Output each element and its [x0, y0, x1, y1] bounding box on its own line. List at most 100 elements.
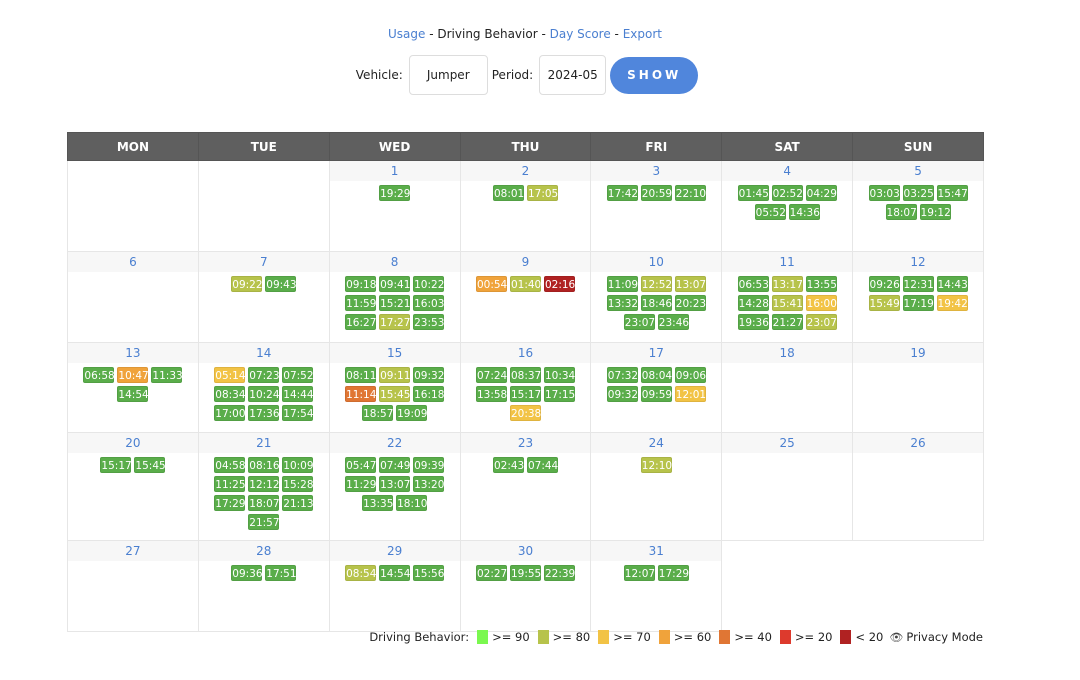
trip-badge[interactable]: 09:43: [265, 276, 297, 292]
trip-badge[interactable]: 04:58: [214, 457, 246, 473]
trip-badge[interactable]: 10:24: [248, 386, 280, 402]
trip-badge[interactable]: 18:07: [885, 204, 917, 220]
day-number[interactable]: 14: [198, 343, 329, 363]
trip-badge[interactable]: 16:27: [345, 314, 376, 330]
trip-badge[interactable]: 07:23: [248, 367, 280, 383]
calendar-day-cell[interactable]: 23 02:43 07:44: [459, 432, 592, 541]
day-number[interactable]: 17: [591, 343, 722, 363]
trip-badge[interactable]: 21:13: [282, 495, 314, 511]
trip-badge[interactable]: 16:03: [413, 295, 444, 311]
day-number[interactable]: 2: [460, 161, 591, 181]
trip-badge[interactable]: 23:07: [623, 314, 655, 330]
day-number[interactable]: 16: [460, 343, 591, 363]
day-number[interactable]: 19: [853, 343, 983, 363]
trip-badge[interactable]: 11:14: [345, 386, 376, 402]
trip-badge[interactable]: 07:44: [526, 457, 558, 473]
day-number[interactable]: 25: [722, 433, 853, 453]
trip-badge[interactable]: 11:59: [345, 295, 376, 311]
trip-badge[interactable]: 01:45: [737, 185, 769, 201]
trip-badge[interactable]: 19:42: [936, 295, 968, 311]
trip-badge[interactable]: 15:17: [100, 457, 132, 473]
trip-badge[interactable]: 08:04: [640, 367, 672, 383]
trip-badge[interactable]: 05:47: [345, 457, 376, 473]
day-number[interactable]: 7: [198, 252, 329, 272]
trip-badge[interactable]: 09:22: [231, 276, 263, 292]
trip-badge[interactable]: 04:29: [805, 185, 837, 201]
trip-badge[interactable]: 08:37: [509, 367, 541, 383]
calendar-day-cell[interactable]: 31 12:07 17:29: [590, 540, 723, 632]
trip-badge[interactable]: 12:31: [902, 276, 934, 292]
calendar-day-cell[interactable]: 9 00:54 01:40 02:16: [459, 251, 592, 343]
calendar-day-cell[interactable]: 4 01:45 02:52 04:29 05:52 14:36: [721, 160, 854, 252]
calendar-day-cell[interactable]: 16 07:24 08:37 10:34 13:58 15:17 17:15 20:38: [459, 342, 592, 433]
trip-badge[interactable]: 03:03: [868, 185, 900, 201]
trip-badge[interactable]: 06:53: [737, 276, 769, 292]
trip-badge[interactable]: 17:19: [902, 295, 934, 311]
trip-badge[interactable]: 08:01: [492, 185, 524, 201]
trip-badge[interactable]: 23:07: [805, 314, 837, 330]
trip-badge[interactable]: 05:14: [214, 367, 246, 383]
trip-badge[interactable]: 20:38: [509, 405, 541, 421]
usage-link[interactable]: Usage: [388, 27, 426, 41]
trip-badge[interactable]: 18:10: [396, 495, 427, 511]
calendar-day-cell[interactable]: 18: [721, 342, 854, 433]
day-number[interactable]: 31: [591, 541, 722, 561]
trip-badge[interactable]: 09:18: [345, 276, 376, 292]
trip-badge[interactable]: 08:11: [345, 367, 376, 383]
trip-badge[interactable]: 09:32: [413, 367, 444, 383]
day-number[interactable]: 23: [460, 433, 591, 453]
day-number[interactable]: 21: [198, 433, 329, 453]
trip-badge[interactable]: 14:36: [788, 204, 820, 220]
day-number[interactable]: 4: [722, 161, 853, 181]
trip-badge[interactable]: 16:00: [805, 295, 837, 311]
trip-badge[interactable]: 17:05: [526, 185, 558, 201]
trip-badge[interactable]: 23:53: [413, 314, 444, 330]
trip-badge[interactable]: 13:07: [379, 476, 410, 492]
trip-badge[interactable]: 09:39: [413, 457, 444, 473]
trip-badge[interactable]: 15:45: [134, 457, 166, 473]
trip-badge[interactable]: 17:51: [265, 565, 297, 581]
day-number[interactable]: 6: [68, 252, 198, 272]
trip-badge[interactable]: 17:15: [543, 386, 575, 402]
trip-badge[interactable]: 12:07: [623, 565, 655, 581]
calendar-day-cell[interactable]: 15 08:11 09:11 09:32 11:14 15:45 16:18 18:57 19:…: [328, 342, 461, 433]
day-number[interactable]: 13: [68, 343, 198, 363]
trip-badge[interactable]: 13:58: [475, 386, 507, 402]
day-number[interactable]: 22: [329, 433, 460, 453]
calendar-day-cell[interactable]: 19: [852, 342, 984, 433]
day-number[interactable]: 9: [460, 252, 591, 272]
trip-badge[interactable]: 19:12: [919, 204, 951, 220]
calendar-day-cell[interactable]: 24 12:10: [590, 432, 723, 541]
day-number[interactable]: 24: [591, 433, 722, 453]
trip-badge[interactable]: 09:36: [231, 565, 263, 581]
trip-badge[interactable]: 17:42: [606, 185, 638, 201]
trip-badge[interactable]: 09:11: [379, 367, 410, 383]
trip-badge[interactable]: 02:43: [492, 457, 524, 473]
day-number[interactable]: 8: [329, 252, 460, 272]
trip-badge[interactable]: 15:45: [379, 386, 410, 402]
calendar-day-cell[interactable]: 13 06:58 10:47 11:33 14:54: [67, 342, 199, 433]
calendar-day-cell[interactable]: 7 09:22 09:43: [197, 251, 330, 343]
calendar-day-cell[interactable]: 10 11:09 12:52 13:07 13:32 18:46 20:23 23:07 23:…: [590, 251, 723, 343]
calendar-day-cell[interactable]: 22 05:47 07:49 09:39 11:29 13:07 13:20 13:35 18:…: [328, 432, 461, 541]
trip-badge[interactable]: 10:22: [413, 276, 444, 292]
trip-badge[interactable]: 11:29: [345, 476, 376, 492]
trip-badge[interactable]: 21:57: [248, 514, 280, 530]
trip-badge[interactable]: 08:34: [214, 386, 246, 402]
trip-badge[interactable]: 15:56: [413, 565, 444, 581]
day-number[interactable]: 29: [329, 541, 460, 561]
trip-badge[interactable]: 09:41: [379, 276, 410, 292]
trip-badge[interactable]: 07:49: [379, 457, 410, 473]
calendar-day-cell[interactable]: 2 08:01 17:05: [459, 160, 592, 252]
trip-badge[interactable]: 07:32: [606, 367, 638, 383]
day-number[interactable]: 26: [853, 433, 983, 453]
trip-badge[interactable]: 17:27: [379, 314, 410, 330]
trip-badge[interactable]: 12:12: [248, 476, 280, 492]
trip-badge[interactable]: 19:09: [396, 405, 427, 421]
trip-badge[interactable]: 15:21: [379, 295, 410, 311]
trip-badge[interactable]: 09:32: [606, 386, 638, 402]
calendar-day-cell[interactable]: 11 06:53 13:17 13:55 14:28 15:41 16:00 19:36 21:…: [721, 251, 854, 343]
trip-badge[interactable]: 07:24: [475, 367, 507, 383]
trip-badge[interactable]: 11:25: [214, 476, 246, 492]
day-number[interactable]: 1: [329, 161, 460, 181]
